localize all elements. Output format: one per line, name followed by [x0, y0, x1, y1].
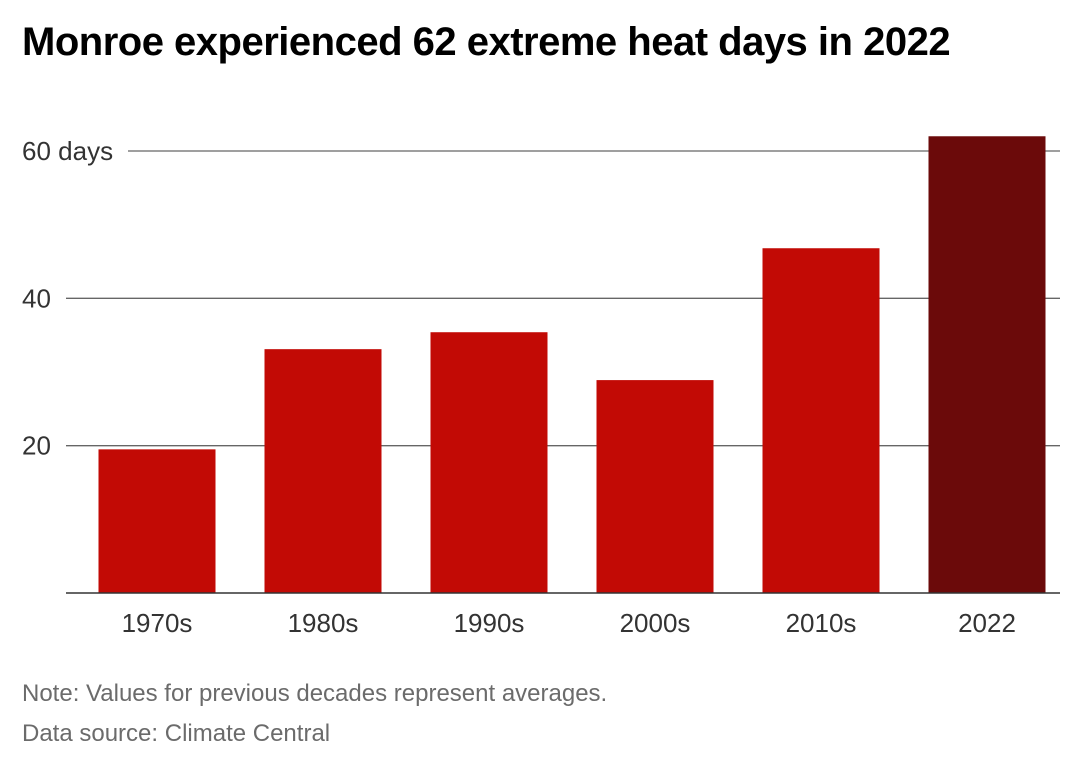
y-tick-label: 20 — [22, 431, 51, 461]
x-tick-label: 1980s — [288, 608, 359, 638]
bars — [98, 136, 1046, 594]
bar-2000s — [596, 380, 714, 593]
bar-2022 — [928, 136, 1046, 593]
x-tick-label: 2000s — [620, 608, 691, 638]
x-tick-label: 1970s — [122, 608, 193, 638]
bar-1970s — [98, 449, 216, 593]
y-tick-label: 60 days — [22, 136, 113, 166]
y-tick-label: 40 — [22, 283, 51, 313]
bar-2010s — [762, 248, 880, 594]
bar-1990s — [430, 332, 548, 593]
chart-title: Monroe experienced 62 extreme heat days … — [22, 20, 951, 64]
x-tick-label: 2022 — [958, 608, 1016, 638]
gridlines — [66, 150, 1060, 447]
bar-chart: 20 40 60 days 1970s 1980s 1990s 2000s 2010s 2022 — [22, 136, 1060, 638]
bar-1980s — [264, 349, 382, 593]
chart-note: Note: Values for previous decades repres… — [22, 680, 608, 707]
tick-labels: 20 40 60 days 1970s 1980s 1990s 2000s 2010s 2022 — [22, 136, 1016, 638]
x-tick-label: 1990s — [454, 608, 525, 638]
data-source: Data source: Climate Central — [22, 720, 331, 747]
x-tick-label: 2010s — [786, 608, 857, 638]
